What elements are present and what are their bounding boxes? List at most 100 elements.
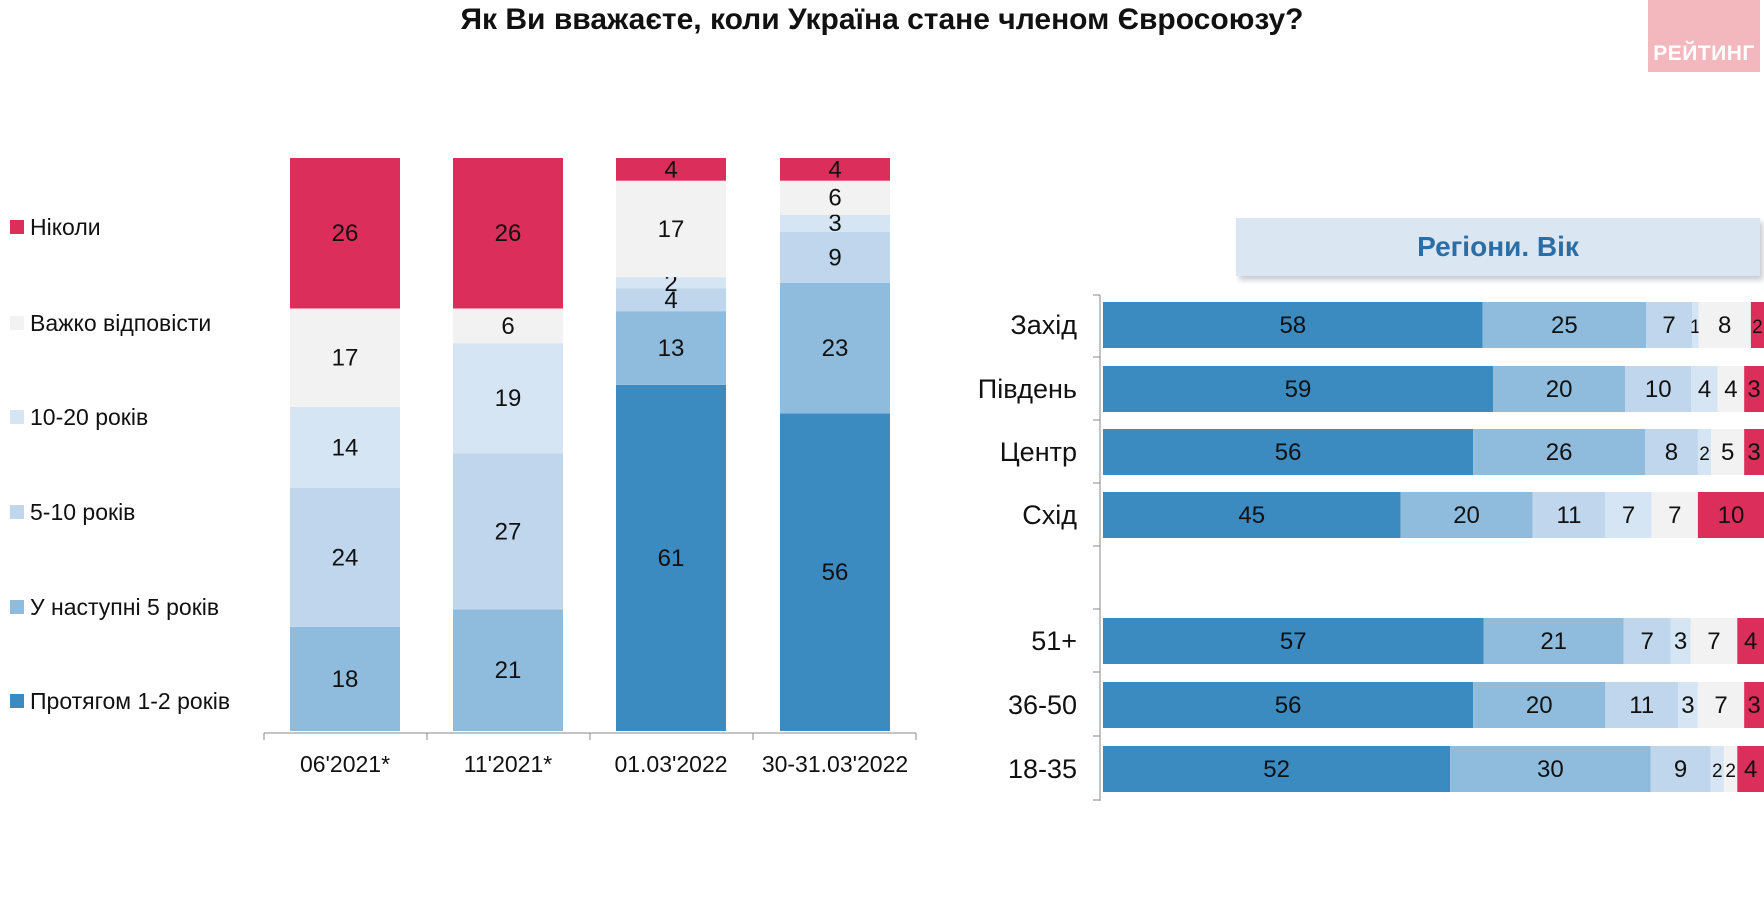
data-label: 20 [1453,502,1480,529]
data-label: 59 [1285,376,1312,403]
data-label: 2 [1752,317,1763,338]
bar-segment-південь-1 [1492,366,1626,412]
data-label: 11 [1557,502,1582,529]
x-tick-label: 01.03'2022 [614,751,727,777]
bar-segment-51-1 [1483,618,1624,664]
bar-segment-південь-5 [1744,366,1764,412]
bar-segment-11-2021-5 [453,158,563,309]
bar-segment-11-2021-3 [453,343,563,454]
bar-segment-схід-5 [1697,492,1764,538]
data-label: 7 [1714,692,1727,719]
bar-segment-18-35-5 [1737,746,1764,792]
legend-label: 10-20 років [30,403,149,430]
bar-segment-південь-4 [1717,366,1745,412]
bar-segment-центр-2 [1645,429,1698,475]
bar-segment-30-31-03-2022-0 [780,413,890,731]
category-label: Схід [1022,500,1077,530]
data-label: 10 [1718,502,1745,529]
bar-segment-06-2021-3 [290,406,400,488]
legend-swatch [10,316,24,330]
bar-segment-06-2021-4 [290,308,400,407]
bar-segment-36-50-4 [1697,682,1745,728]
legend-swatch [10,600,24,614]
bar-segment-захід-3 [1692,302,1699,348]
bar-segment-18-35-1 [1450,746,1651,792]
bar-segment-36-50-5 [1744,682,1764,728]
data-label: 3 [1747,692,1760,719]
bar-segment-30-31-03-2022-4 [780,180,890,215]
legend-swatch [10,694,24,708]
data-label: 61 [658,545,685,572]
bar-segment-51-5 [1737,618,1764,664]
data-label: 9 [828,244,841,271]
bar-segment-36-50-2 [1605,682,1679,728]
legend-label: Протягом 1-2 років [30,687,231,714]
data-label: 57 [1280,628,1307,655]
rating-logo: РЕЙТИНГ [1648,0,1760,72]
data-label: 4 [1698,376,1711,403]
bar-segment-36-50-0 [1103,682,1474,728]
category-label: 18-35 [1008,754,1077,784]
bar-segment-06-2021-2 [290,487,400,627]
data-label: 17 [332,345,359,372]
data-label: 19 [495,385,522,412]
bar-segment-південь-0 [1103,366,1493,412]
data-label: 1 [1690,317,1701,338]
data-label: 8 [1718,312,1731,339]
bar-segment-30-31-03-2022-5 [780,158,890,181]
category-label: Південь [978,374,1077,404]
bar-segment-30-31-03-2022-3 [780,214,890,232]
data-label: 7 [1662,312,1675,339]
data-label: 4 [664,156,677,183]
data-label: 2 [1725,761,1736,782]
data-label: 21 [495,657,522,684]
legend-item-ніколи: Ніколи [10,212,101,242]
data-label: 7 [1668,502,1681,529]
data-label: 4 [828,156,841,183]
bar-segment-30-31-03-2022-1 [780,282,890,414]
bar-segment-01-03-2022-4 [616,180,726,278]
bar-segment-18-35-4 [1723,746,1738,792]
data-label: 26 [1546,439,1573,466]
bar-segment-51-0 [1103,618,1484,664]
data-label: 56 [1275,439,1302,466]
bar-segment-центр-3 [1697,429,1712,475]
data-label: 3 [1747,439,1760,466]
data-label: 21 [1540,628,1567,655]
data-label: 8 [1665,439,1678,466]
data-label: 9 [1674,756,1687,783]
bar-segment-схід-4 [1651,492,1698,538]
bar-segment-18-35-2 [1650,746,1711,792]
bar-segment-36-50-3 [1678,682,1698,728]
bar-segment-захід-0 [1103,302,1483,348]
category-label: Захід [1010,310,1077,340]
bar-segment-захід-4 [1698,302,1751,348]
bar-segment-30-31-03-2022-2 [780,231,890,283]
data-label: 11 [1629,692,1654,719]
data-label: 26 [332,220,359,247]
x-tick-label: 11'2021* [464,751,552,777]
bar-segment-схід-1 [1400,492,1533,538]
data-label: 20 [1546,376,1573,403]
bar-segment-11-2021-1 [453,609,563,731]
data-label: 4 [1744,628,1757,655]
data-label: 56 [822,559,849,586]
bar-segment-центр-4 [1711,429,1745,475]
bar-segment-захід-2 [1646,302,1693,348]
data-label: 6 [828,185,841,212]
legend-label: 5-10 років [30,498,136,525]
data-label: 24 [332,544,359,571]
category-label: Центр [1000,437,1077,467]
data-label: 3 [1674,628,1687,655]
bar-segment-схід-3 [1605,492,1652,538]
bar-segment-центр-5 [1744,429,1764,475]
data-label: 7 [1707,628,1720,655]
bar-segment-01-03-2022-0 [616,384,726,731]
bar-segment-18-35-0 [1103,746,1451,792]
bar-segment-схід-0 [1103,492,1401,538]
data-label: 5 [1721,439,1734,466]
data-label: 7 [1640,628,1653,655]
data-label: 27 [495,518,522,545]
data-label: 26 [495,220,522,247]
